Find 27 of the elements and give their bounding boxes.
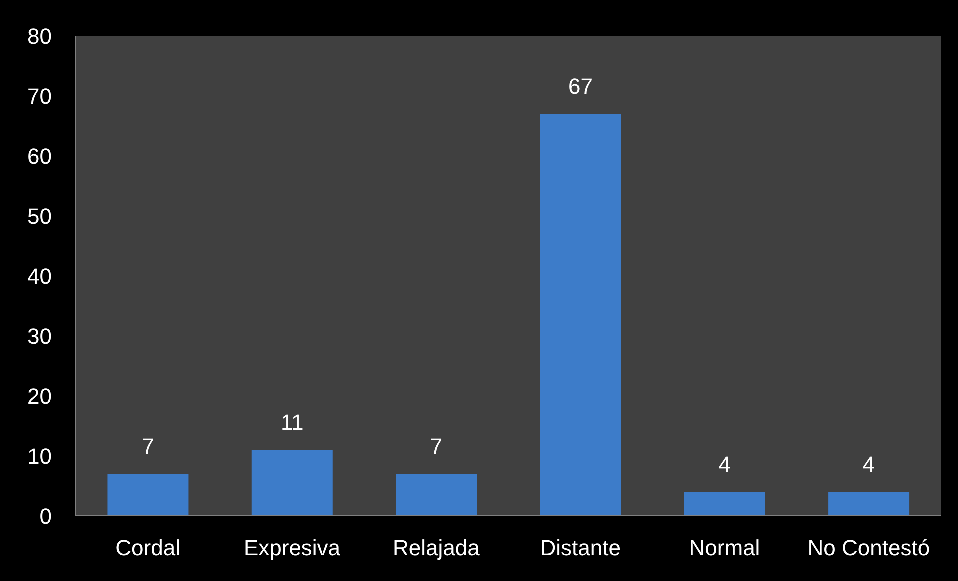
y-tick-label: 80 — [28, 24, 52, 49]
bar — [396, 474, 478, 516]
bar — [684, 492, 766, 516]
data-label: 67 — [568, 74, 593, 99]
y-tick-label: 20 — [28, 384, 52, 409]
y-tick-label: 50 — [28, 204, 52, 229]
y-tick-label: 70 — [28, 84, 52, 109]
bar — [252, 450, 333, 516]
bar — [108, 474, 189, 516]
x-tick-label: Cordal — [116, 536, 180, 561]
x-tick-label: Distante — [540, 536, 621, 561]
y-tick-label: 40 — [28, 264, 52, 289]
data-label: 4 — [862, 452, 876, 477]
y-tick-label: 30 — [28, 324, 52, 349]
y-tick-label: 60 — [28, 144, 52, 169]
x-tick-label: Normal — [689, 536, 760, 561]
bar — [828, 492, 910, 516]
y-tick-label: 10 — [28, 444, 52, 469]
data-label: 7 — [430, 434, 443, 459]
x-tick-label: No Contestó — [808, 536, 930, 561]
data-label: 4 — [718, 452, 732, 477]
x-tick-label: Expresiva — [244, 536, 342, 561]
data-label: 11 — [280, 410, 304, 435]
y-tick-label: 0 — [40, 504, 52, 529]
bar — [540, 114, 622, 516]
x-tick-label: Relajada — [392, 536, 481, 561]
data-label: 7 — [142, 434, 154, 459]
